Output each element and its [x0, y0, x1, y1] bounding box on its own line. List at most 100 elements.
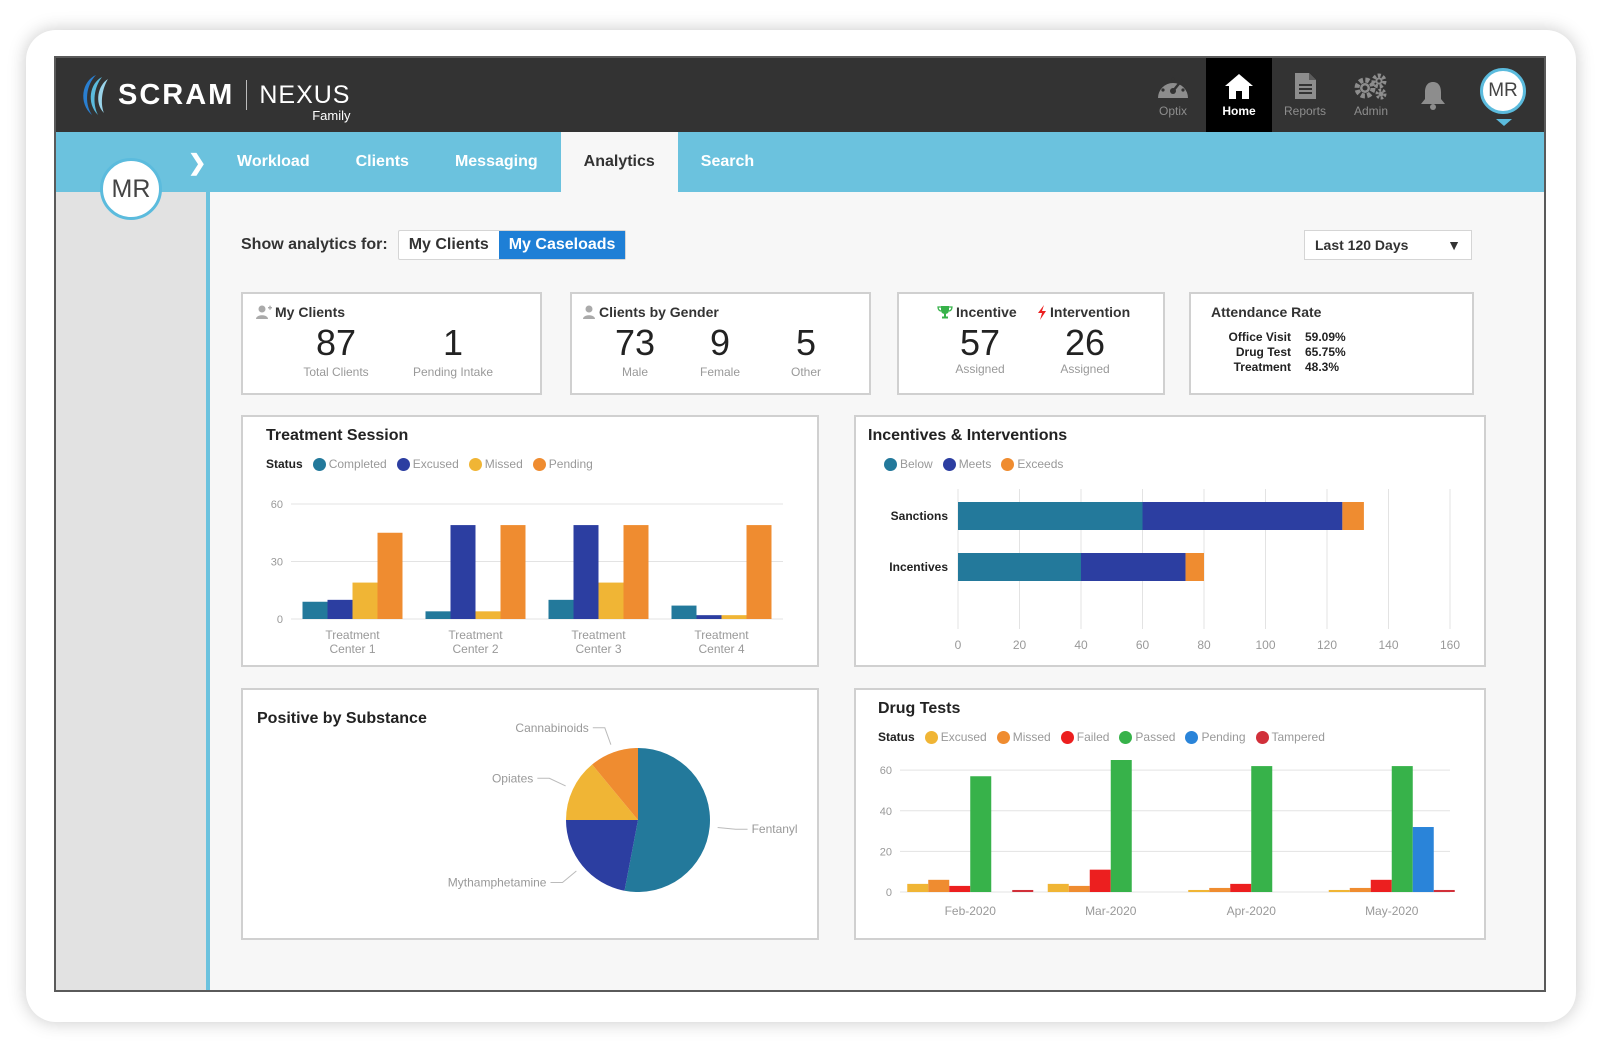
date-range-select[interactable]: Last 120 Days ▼ [1304, 230, 1472, 260]
x-tick-label: Treatment Center 1 [325, 628, 380, 656]
user-menu[interactable]: MR [1462, 58, 1544, 132]
x-tick-label-line: Center 4 [698, 642, 744, 656]
top-nav: Optix Home Reports [1140, 58, 1544, 132]
legend-label: Exceeds [1017, 457, 1064, 471]
x-tick-label-line: Center 2 [452, 642, 498, 656]
pie-label: Mythamphetamine [448, 875, 547, 889]
bar [1188, 889, 1210, 892]
x-tick-label: 140 [1378, 638, 1398, 652]
bar [1012, 889, 1034, 892]
incentive-label: Assigned [955, 362, 1005, 376]
product-subtitle: Family [312, 107, 351, 123]
scope-my-clients-button[interactable]: My Clients [408, 236, 489, 253]
total-clients-value: 87 [315, 322, 357, 363]
bar [1081, 553, 1186, 581]
tab-workload[interactable]: Workload [237, 153, 310, 170]
drug-tests-chart: 0 20 40 60 Feb-2020 Mar-2020 Apr-2020 May-2020 [880, 760, 1455, 918]
pending-intake-label: Pending Intake [412, 365, 494, 379]
incentives-interventions-title: Incentives & Interventions [868, 427, 1068, 444]
intervention-label: Assigned [1060, 362, 1110, 376]
tab-messaging[interactable]: Messaging [454, 153, 538, 170]
bar [1391, 766, 1413, 892]
drug-tests-legend-item[interactable]: Excused [924, 730, 987, 744]
y-tick-label: 0 [886, 887, 892, 899]
treatment-session-legend-item[interactable]: Excused [396, 457, 459, 471]
nav-tabs: Workload Clients Messaging Analytics Sea… [214, 132, 777, 192]
bar [1349, 887, 1371, 892]
bar [352, 582, 378, 619]
attendance-row: Drug Test 65.75% [1211, 345, 1346, 360]
sidebar-avatar[interactable]: MR [100, 158, 162, 220]
x-tick-label: May-2020 [1365, 904, 1419, 918]
scope-toggle: My Clients My Caseloads [397, 230, 627, 260]
x-tick-label: 100 [1255, 638, 1275, 652]
x-tick-label: 40 [1074, 638, 1088, 652]
legend-dot [312, 457, 326, 471]
bar [1342, 502, 1364, 530]
notifications-button[interactable] [1404, 58, 1462, 132]
legend-label: Tampered [1271, 730, 1325, 744]
tab-analytics[interactable]: Analytics [560, 132, 678, 192]
analytics-content: Show analytics for: My Clients My Caselo… [214, 192, 1544, 990]
y-tick-label: 0 [277, 614, 283, 626]
bar [721, 615, 747, 619]
drug-tests-legend-item[interactable]: Pending [1185, 730, 1246, 744]
x-tick-label-line: Treatment [571, 628, 626, 642]
x-tick-label-line: Center 1 [329, 642, 375, 656]
incentives-interventions-legend-item[interactable]: Below [884, 457, 933, 471]
legend-label: Pending [548, 457, 593, 471]
x-tick-label: Feb-2020 [945, 904, 997, 918]
drug-tests-legend-item[interactable]: Passed [1119, 730, 1175, 744]
treatment-session-title: Treatment Session [266, 427, 409, 444]
legend-status-label: Status [878, 730, 915, 744]
treatment-session-legend-item[interactable]: Pending [532, 457, 593, 471]
card-gender-title: Clients by Gender [582, 304, 719, 320]
x-tick-label: 0 [955, 638, 962, 652]
scope-my-caseloads-button[interactable]: My Caseloads [498, 231, 626, 259]
bar [746, 525, 772, 619]
bar [500, 525, 526, 619]
incentives-interventions-legend-item[interactable]: Meets [942, 457, 991, 471]
topnav-reports[interactable]: Reports [1272, 58, 1338, 132]
bar [598, 582, 624, 619]
tab-clients[interactable]: Clients [355, 153, 409, 170]
legend-label: Excused [412, 457, 459, 471]
x-tick-label: Treatment Center 3 [571, 628, 626, 656]
bar [1328, 889, 1350, 892]
topnav-optix-label: Optix [1158, 104, 1187, 118]
legend-label: Completed [328, 457, 387, 471]
stat-incentive: 57 Assigned [925, 324, 1035, 377]
user-icon [583, 305, 595, 319]
topnav-admin[interactable]: Admin [1338, 58, 1404, 132]
topnav-home[interactable]: Home [1206, 58, 1272, 132]
tab-search[interactable]: Search [700, 153, 755, 170]
legend-label: Failed [1076, 730, 1110, 744]
add-user-icon [256, 305, 272, 319]
drug-tests-legend-item[interactable]: Tampered [1255, 730, 1325, 744]
legend-dot [1119, 730, 1133, 744]
x-tick-label: 80 [1197, 638, 1211, 652]
caret-down-icon: ▼ [1447, 237, 1461, 253]
bar [1185, 553, 1204, 581]
sidebar-expand-chevron-icon[interactable]: ❯ [188, 150, 207, 175]
bar [623, 525, 649, 619]
drug-tests-legend-item[interactable]: Failed [1060, 730, 1110, 744]
treatment-session-legend-item[interactable]: Missed [468, 457, 523, 471]
legend-label: Excused [940, 730, 987, 744]
scram-nexus-logo[interactable]: SCRAM NEXUS Family [74, 68, 350, 123]
y-tick-label: 60 [880, 765, 892, 777]
treatment-session-legend-item[interactable]: Completed [312, 457, 387, 471]
document-icon [1295, 73, 1316, 99]
topnav-home-label: Home [1222, 104, 1256, 118]
bar [1142, 502, 1343, 530]
attendance-row-value: 65.75% [1305, 345, 1346, 359]
pie-label: Fentanyl [752, 822, 798, 836]
incentives-interventions-legend-item[interactable]: Exceeds [1001, 457, 1063, 471]
topnav-optix[interactable]: Optix [1140, 58, 1206, 132]
product-name: NEXUS Family [259, 81, 350, 123]
topnav-admin-label: Admin [1353, 104, 1388, 118]
bar [327, 599, 353, 619]
drug-tests-legend-item[interactable]: Missed [996, 730, 1051, 744]
legend-dot [924, 730, 938, 744]
